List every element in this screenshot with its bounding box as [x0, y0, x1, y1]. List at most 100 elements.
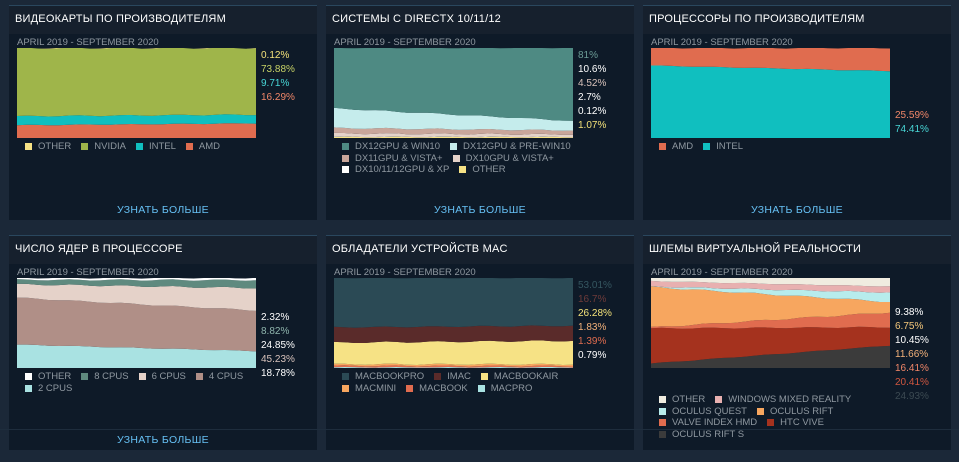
legend-item: AMD [659, 141, 693, 153]
series-value: 74.41% [895, 124, 929, 135]
learn-more-link[interactable]: УЗНАТЬ БОЛЬШЕ [117, 434, 209, 446]
divider [0, 429, 959, 430]
legend-item: HTC VIVE [767, 417, 824, 429]
series-value: 1.39% [578, 336, 607, 347]
area-series [17, 48, 256, 117]
value-list: 53.01% 16.7% 26.28% 1.83% 1.39% 0.79% [578, 279, 634, 363]
legend-label: NVIDIA [94, 141, 126, 152]
legend-item: 4 CPUS [195, 371, 244, 383]
legend-label: OTHER [38, 371, 72, 382]
panel-vr-headsets: ШЛЕМЫ ВИРТУАЛЬНОЙ РЕАЛЬНОСТИ APRIL 2019 … [643, 235, 951, 450]
legend-item: OTHER [659, 394, 705, 406]
area-series [334, 136, 573, 138]
chart-svg [651, 278, 890, 368]
series-value: 26.28% [578, 308, 612, 319]
legend-label: MACBOOK [419, 382, 468, 394]
stacked-area-chart [334, 48, 573, 138]
legend: AMD INTEL [659, 141, 949, 153]
area-series [334, 278, 573, 328]
legend-label: WINDOWS MIXED REALITY [728, 394, 852, 405]
area-series [17, 114, 256, 126]
series-value: 18.78% [261, 368, 295, 379]
panel-body: APRIL 2019 - SEPTEMBER 2020 2.32% 8.82% 24… [9, 264, 317, 450]
area-series [651, 280, 890, 293]
legend-item: DX12GPU & WIN10 [342, 141, 440, 153]
panel-gpu-vendors: ВИДЕОКАРТЫ ПО ПРОИЗВОДИТЕЛЯМ APRIL 2019 … [9, 5, 317, 220]
learn-more-link[interactable]: УЗНАТЬ БОЛЬШЕ [117, 204, 209, 216]
date-range: APRIL 2019 - SEPTEMBER 2020 [334, 267, 476, 278]
panel-body: APRIL 2019 - SEPTEMBER 2020 81% 10.6% 4.52… [326, 34, 634, 220]
series-value: 24.85% [261, 340, 295, 351]
area-series [651, 286, 890, 327]
series-value: 2.32% [261, 312, 290, 323]
series-value: 10.45% [895, 335, 929, 346]
legend-swatch [659, 419, 666, 427]
legend-item: OCULUS QUEST [659, 406, 747, 418]
value-list: 81% 10.6% 4.52% 2.7% 0.12% 1.07% [578, 49, 634, 133]
panel-body: APRIL 2019 - SEPTEMBER 2020 25.59% 74.41%… [643, 34, 951, 220]
legend-label: OTHER [672, 394, 706, 405]
series-value: 16.7% [578, 294, 607, 305]
series-value: 8.82% [261, 326, 290, 337]
legend-label: OCULUS RIFT S [672, 428, 745, 440]
legend-item: INTEL [703, 141, 743, 153]
panel-title: ШЛЕМЫ ВИРТУАЛЬНОЙ РЕАЛЬНОСТИ [649, 243, 862, 255]
legend-label: 4 CPUS [208, 371, 244, 382]
value-list: 0.12% 73.88% 9.71% 16.29% [261, 49, 317, 105]
area-series [334, 340, 573, 365]
legend-item: NVIDIA [81, 141, 126, 153]
area-series [334, 48, 573, 121]
legend-label: OCULUS QUEST [672, 405, 747, 417]
legend-swatch [767, 419, 775, 427]
series-value: 81% [578, 50, 599, 61]
legend-swatch [756, 407, 764, 415]
legend-item: 8 CPUS [81, 371, 129, 383]
stacked-area-chart [651, 278, 890, 368]
series-value: 25.59% [895, 110, 929, 121]
legend-label: AMD [198, 141, 220, 152]
legend-label: DX10/11/12GPU & XP [355, 164, 450, 175]
series-value: 16.41% [895, 363, 929, 374]
stacked-area-chart [651, 48, 890, 138]
series-value: 24.93% [895, 391, 929, 402]
learn-more-link[interactable]: УЗНАТЬ БОЛЬШЕ [751, 204, 843, 216]
legend-item: DX11GPU & VISTA+ [342, 153, 443, 165]
legend-label: OCULUS RIFT [769, 405, 834, 417]
legend-item: OCULUS RIFT [756, 405, 834, 418]
stacked-area-chart [17, 48, 256, 138]
legend-swatch [342, 384, 349, 392]
legend-item: MACBOOKPRO [342, 371, 424, 383]
area-series [334, 132, 573, 138]
legend-swatch [25, 384, 32, 392]
learn-more-link[interactable]: УЗНАТЬ БОЛЬШЕ [434, 204, 526, 216]
area-series [17, 344, 256, 368]
area-series [17, 297, 256, 352]
legend-label: INTEL [716, 141, 744, 152]
series-value: 0.12% [578, 106, 607, 117]
series-value: 1.07% [578, 120, 607, 131]
area-series [651, 326, 890, 364]
series-value: 6.75% [895, 321, 924, 332]
legend-swatch [25, 143, 32, 151]
legend-item: OTHER [25, 371, 71, 383]
date-range: APRIL 2019 - SEPTEMBER 2020 [334, 37, 476, 48]
legend-swatch [342, 166, 349, 174]
date-range: APRIL 2019 - SEPTEMBER 2020 [651, 267, 793, 278]
legend-swatch [25, 373, 32, 381]
legend-swatch [450, 143, 457, 151]
legend-item: DX10/11/12GPU & XP [342, 164, 449, 176]
panel-cpu-vendors: ПРОЦЕССОРЫ ПО ПРОИЗВОДИТЕЛЯМ APRIL 2019 … [643, 5, 951, 220]
legend-swatch [659, 430, 666, 438]
series-value: 1.83% [578, 322, 607, 333]
chart-svg [651, 48, 890, 138]
legend-label: MACMINI [355, 382, 397, 394]
chart-svg [17, 278, 256, 368]
date-range: APRIL 2019 - SEPTEMBER 2020 [17, 37, 159, 48]
legend: MACBOOKPRO IMAC MACBOOKAIR MACMINI MACBOOK MA… [342, 371, 574, 394]
series-value: 4.52% [578, 78, 607, 89]
series-value: 0.12% [261, 50, 290, 61]
chart-svg [334, 278, 573, 368]
area-series [17, 123, 256, 138]
legend-label: IMAC [447, 371, 471, 382]
series-value: 2.7% [578, 92, 601, 103]
